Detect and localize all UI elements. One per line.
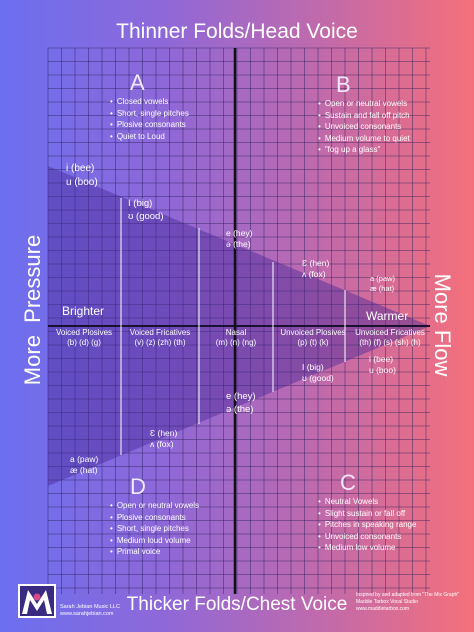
quadrant-c-item: Neutral Vowels bbox=[318, 496, 416, 508]
company-website[interactable]: www.sarahjebian.com bbox=[60, 611, 114, 617]
vowel-label: i (bee) bbox=[66, 163, 95, 174]
vowel-label: u (boo) bbox=[369, 365, 396, 375]
consonant-group: Unvoiced Plosives (p) (t) (k) bbox=[280, 328, 346, 348]
quadrant-b-item: "fog up a glass" bbox=[318, 144, 410, 156]
quadrant-b-letter: B bbox=[336, 72, 351, 97]
consonant-symbols: (p) (t) (k) bbox=[297, 338, 329, 347]
vowel-label: ə (the) bbox=[226, 404, 254, 415]
vowel-label: e (hey) bbox=[226, 391, 256, 402]
left-axis-label: More Pressure bbox=[20, 234, 45, 386]
credit-line: Inspired by and adapted from "The Mix Gr… bbox=[356, 592, 460, 598]
quadrant-d-item: Open or neutral vowels bbox=[110, 500, 199, 512]
consonant-name: Unvoiced Fricatives bbox=[355, 328, 425, 337]
quadrant-c-item: Medium low volume bbox=[318, 542, 416, 554]
quadrant-b-item: Unvoiced consonants bbox=[318, 121, 410, 133]
vowel-label: i (bee) bbox=[369, 354, 394, 364]
top-axis-label: Thinner Folds/Head Voice bbox=[116, 20, 358, 43]
quadrant-b-item: Open or neutral vowels bbox=[318, 98, 410, 110]
vowel-pair: i (bee) u (boo) bbox=[66, 162, 98, 190]
consonant-group: Unvoiced Fricatives (th) (f) (s) (sh) (h… bbox=[352, 328, 428, 348]
quadrant-c-item: Slight sustain or fall off bbox=[318, 508, 416, 520]
quadrant-c-item: Unvoiced consonants bbox=[318, 531, 416, 543]
upper-triangle bbox=[48, 166, 430, 326]
vowel-pair: Ɛ (hen) ʌ (fox) bbox=[302, 258, 329, 280]
quadrant-a-item: Plosive consonants bbox=[110, 119, 189, 131]
company-logo bbox=[18, 584, 56, 618]
vowel-label: I (big) bbox=[128, 198, 153, 209]
lower-triangle bbox=[48, 326, 430, 486]
quadrant-d-item: Medium loud volume bbox=[110, 535, 199, 547]
vowel-pair: i (bee) u (boo) bbox=[369, 354, 396, 376]
quadrant-b-list: Open or neutral vowels Sustain and fall … bbox=[308, 98, 410, 156]
vowel-label: ʊ (good) bbox=[302, 373, 334, 383]
vowel-label: e (hey) bbox=[226, 228, 253, 238]
vowel-label: ʌ (fox) bbox=[302, 269, 326, 279]
bottom-axis-label: Thicker Folds/Chest Voice bbox=[126, 594, 348, 615]
brighter-label: Brighter bbox=[62, 304, 105, 318]
vowel-pair: Ɛ (hen) ʌ (fox) bbox=[150, 428, 177, 450]
warmer-label: Warmer bbox=[366, 309, 409, 323]
right-axis-label: More Flow bbox=[430, 273, 455, 377]
quadrant-d-letter: D bbox=[130, 474, 146, 499]
quadrant-a-list: Closed vowels Short, single pitches Plos… bbox=[100, 96, 189, 142]
consonant-group: Voiced Fricatives (v) (z) (zh) (th) bbox=[126, 328, 194, 348]
vowel-label: Ɛ (hen) bbox=[150, 428, 178, 438]
vowel-label: æ (hat) bbox=[70, 465, 98, 475]
quadrant-d-item: Plosive consonants bbox=[110, 512, 199, 524]
company-info: Sarah Jebian Music LLC www.sarahjebian.c… bbox=[60, 604, 120, 618]
vowel-pair: e (hey) ə (the) bbox=[226, 390, 256, 416]
vowel-pair: I (big) ʊ (good) bbox=[128, 197, 164, 223]
quadrant-d-list: Open or neutral vowels Plosive consonant… bbox=[100, 500, 199, 558]
quadrant-b-item: Medium volume to quiet bbox=[318, 133, 410, 145]
vowel-label: ʌ (fox) bbox=[150, 439, 174, 449]
vowel-pair: I (big) ʊ (good) bbox=[302, 362, 334, 384]
vowel-label: u (boo) bbox=[66, 177, 98, 188]
vowel-label: æ (hat) bbox=[370, 284, 395, 293]
vowel-pair: a (paw) æ (hat) bbox=[70, 454, 98, 476]
consonant-symbols: (b) (d) (g) bbox=[67, 338, 101, 347]
consonant-symbols: (v) (z) (zh) (th) bbox=[134, 338, 186, 347]
quadrant-d-item: Short, single pitches bbox=[110, 523, 199, 535]
vowel-pair: a (paw) æ (hat) bbox=[370, 274, 395, 294]
vowel-label: ə (the) bbox=[226, 239, 251, 249]
vowel-label: a (paw) bbox=[70, 454, 99, 464]
consonant-group: Voiced Plosives (b) (d) (g) bbox=[52, 328, 116, 348]
quadrant-b-item: Sustain and fall off pitch bbox=[318, 110, 410, 122]
consonant-name: Voiced Plosives bbox=[55, 328, 113, 337]
quadrant-a-item: Short, single pitches bbox=[110, 108, 189, 120]
credit-line[interactable]: www.maddietarbox.com bbox=[356, 606, 410, 612]
quadrant-a-item: Quiet to Loud bbox=[110, 131, 189, 143]
vowel-label: Ɛ (hen) bbox=[302, 258, 330, 268]
consonant-name: Nasal bbox=[225, 328, 247, 337]
quadrant-d-item: Primal voice bbox=[110, 546, 199, 558]
credits: Inspired by and adapted from "The Mix Gr… bbox=[356, 592, 459, 613]
quadrant-c-list: Neutral Vowels Slight sustain or fall of… bbox=[308, 496, 417, 554]
company-name: Sarah Jebian Music LLC bbox=[60, 604, 120, 610]
vowel-label: ʊ (good) bbox=[128, 211, 164, 222]
consonant-name: Voiced Fricatives bbox=[129, 328, 191, 337]
vowel-pair: e (hey) ə (the) bbox=[226, 228, 252, 250]
consonant-name: Unvoiced Plosives bbox=[280, 328, 346, 337]
consonant-symbols: (th) (f) (s) (sh) (h) bbox=[359, 338, 421, 347]
consonant-symbols: (m) (n) (ng) bbox=[215, 338, 257, 347]
quadrant-c-item: Pitches in speaking range bbox=[318, 519, 417, 531]
quadrant-a-item: Closed vowels bbox=[110, 96, 189, 108]
upper-divider-lines bbox=[120, 198, 346, 326]
quadrant-a-letter: A bbox=[130, 70, 145, 95]
quadrant-c-letter: C bbox=[340, 470, 356, 495]
lower-divider-lines bbox=[120, 326, 346, 455]
credit-line: Maddie Tarbox Vocal Studio bbox=[356, 599, 418, 605]
vowel-label: a (paw) bbox=[370, 274, 396, 283]
vowel-label: I (big) bbox=[302, 362, 324, 372]
consonant-group: Nasal (m) (n) (ng) bbox=[206, 328, 266, 348]
